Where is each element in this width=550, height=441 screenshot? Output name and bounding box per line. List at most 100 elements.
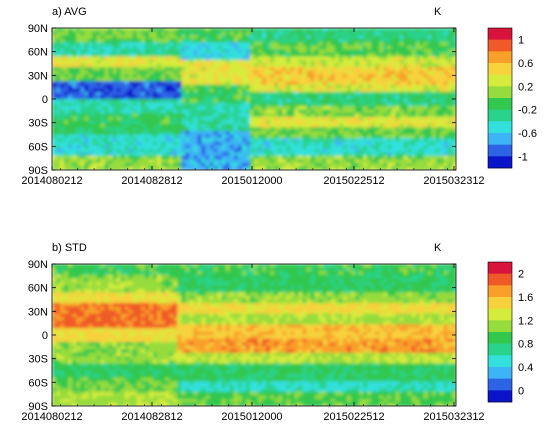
heatmap-cell [116, 381, 122, 386]
heatmap-cell [367, 141, 372, 146]
heatmap-cell [395, 63, 401, 68]
heatmap-cell [177, 70, 182, 75]
heatmap-cell [419, 141, 425, 146]
heatmap-cell [153, 59, 158, 65]
heatmap-cell [350, 120, 356, 125]
heatmap-cell [258, 141, 263, 146]
heatmap-cell [80, 310, 85, 315]
heatmap-cell [342, 145, 348, 150]
heatmap-cell [282, 166, 287, 170]
heatmap-cell [52, 152, 57, 157]
heatmap-cell [431, 49, 437, 54]
heatmap-cell [120, 345, 126, 350]
heatmap-cell [379, 84, 384, 89]
heatmap-cell [282, 109, 287, 114]
heatmap-cell [213, 130, 219, 136]
heatmap-cell [399, 138, 405, 143]
heatmap-cell [120, 391, 126, 396]
heatmap-cell [274, 162, 279, 168]
heatmap-cell [391, 159, 396, 164]
heatmap-cell [270, 148, 275, 153]
heatmap-cell [92, 398, 98, 404]
heatmap-cell [140, 130, 146, 136]
heatmap-cell [173, 70, 178, 75]
heatmap-cell [249, 38, 255, 43]
heatmap-cell [108, 352, 114, 357]
heatmap-cell [298, 127, 304, 132]
heatmap-cell [245, 113, 251, 118]
heatmap-cell [197, 99, 203, 104]
heatmap-cell [249, 141, 255, 146]
heatmap-cell [104, 292, 110, 297]
heatmap-cell [451, 35, 456, 40]
heatmap-cell [314, 52, 320, 57]
heatmap-cell [254, 109, 259, 114]
heatmap-cell [213, 35, 219, 40]
heatmap-cell [278, 70, 283, 75]
heatmap-cell [359, 159, 364, 164]
heatmap-cell [395, 148, 401, 153]
heatmap-cell [80, 52, 85, 57]
heatmap-cell [124, 127, 130, 132]
heatmap-cell [355, 148, 360, 153]
heatmap-cell [431, 35, 437, 40]
heatmap-cell [136, 303, 142, 308]
heatmap-cell [56, 134, 61, 139]
heatmap-cell [153, 116, 158, 121]
heatmap-cell [100, 95, 106, 100]
heatmap-cell [76, 370, 81, 375]
heatmap-cell [201, 81, 207, 86]
heatmap-cell [84, 77, 89, 82]
heatmap-cell [116, 38, 122, 43]
heatmap-cell [225, 49, 231, 54]
heatmap-cell [221, 63, 227, 68]
heatmap-cell [92, 402, 98, 406]
heatmap-cell [108, 141, 114, 146]
heatmap-cell [221, 81, 227, 86]
heatmap-cell [181, 91, 186, 97]
heatmap-cell [96, 28, 102, 33]
heatmap-cell [104, 162, 110, 168]
heatmap-cell [274, 56, 279, 61]
heatmap-cell [201, 102, 207, 107]
heatmap-cell [411, 159, 417, 164]
heatmap-cell [451, 155, 456, 160]
heatmap-cell [322, 162, 328, 168]
heatmap-cell [108, 63, 114, 68]
heatmap-cell [169, 81, 174, 86]
heatmap-cell [140, 70, 146, 75]
heatmap-cell [415, 42, 421, 47]
heatmap-cell [116, 28, 122, 33]
heatmap-cell [318, 63, 324, 68]
heatmap-cell [132, 324, 138, 329]
heatmap-cell [266, 28, 271, 33]
heatmap-cell [399, 63, 405, 68]
heatmap-cell [451, 52, 456, 57]
heatmap-cell [302, 152, 308, 157]
heatmap-cell [229, 102, 235, 107]
heatmap-cell [367, 166, 372, 170]
heatmap-cell [128, 303, 134, 308]
heatmap-cell [375, 166, 380, 170]
heatmap-cell [427, 77, 433, 82]
heatmap-cell [407, 77, 413, 82]
heatmap-cell [330, 134, 336, 139]
heatmap-cell [241, 59, 247, 65]
heatmap-cell [359, 113, 364, 118]
heatmap-cell [334, 45, 340, 50]
heatmap-cell [221, 113, 227, 118]
heatmap-cell [439, 130, 445, 136]
heatmap-cell [92, 391, 98, 396]
heatmap-cell [76, 388, 81, 393]
heatmap-cell [375, 35, 380, 40]
heatmap-cell [201, 59, 207, 65]
heatmap-cell [387, 162, 392, 168]
heatmap-cell [52, 374, 57, 379]
heatmap-cell [140, 106, 146, 111]
heatmap-cell [124, 49, 130, 54]
heatmap-cell [391, 155, 396, 160]
heatmap-cell [112, 320, 118, 325]
heatmap-cell [205, 56, 211, 61]
heatmap-cell [100, 38, 106, 43]
heatmap-cell [52, 288, 57, 293]
